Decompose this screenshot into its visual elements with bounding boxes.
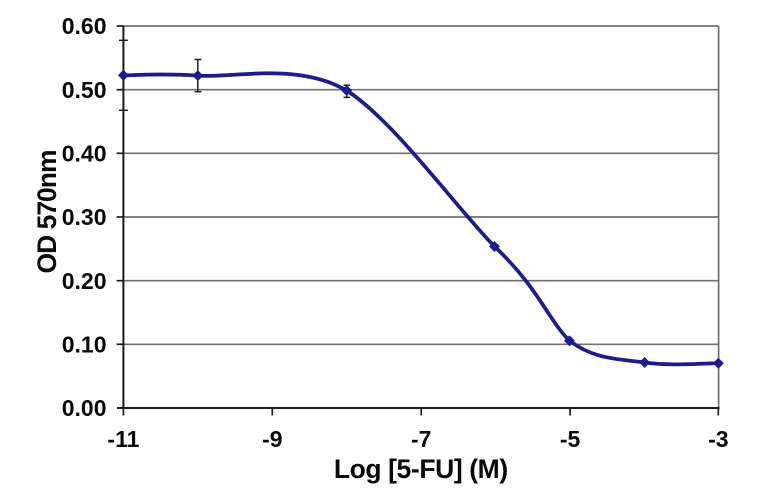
svg-text:-9: -9: [262, 426, 282, 452]
svg-text:0.10: 0.10: [62, 332, 107, 358]
svg-text:-3: -3: [708, 426, 728, 452]
svg-text:-5: -5: [560, 426, 581, 452]
svg-text:Log [5-FU] (M): Log [5-FU] (M): [334, 454, 508, 484]
svg-text:0.30: 0.30: [62, 204, 107, 230]
svg-text:0.50: 0.50: [62, 77, 107, 103]
svg-text:OD 570nm: OD 570nm: [32, 150, 62, 273]
svg-text:-11: -11: [107, 426, 139, 452]
svg-text:0.60: 0.60: [62, 13, 107, 39]
svg-text:0.40: 0.40: [62, 141, 107, 167]
svg-text:0.00: 0.00: [62, 395, 107, 421]
svg-text:-7: -7: [411, 426, 431, 452]
svg-text:0.20: 0.20: [62, 268, 107, 294]
